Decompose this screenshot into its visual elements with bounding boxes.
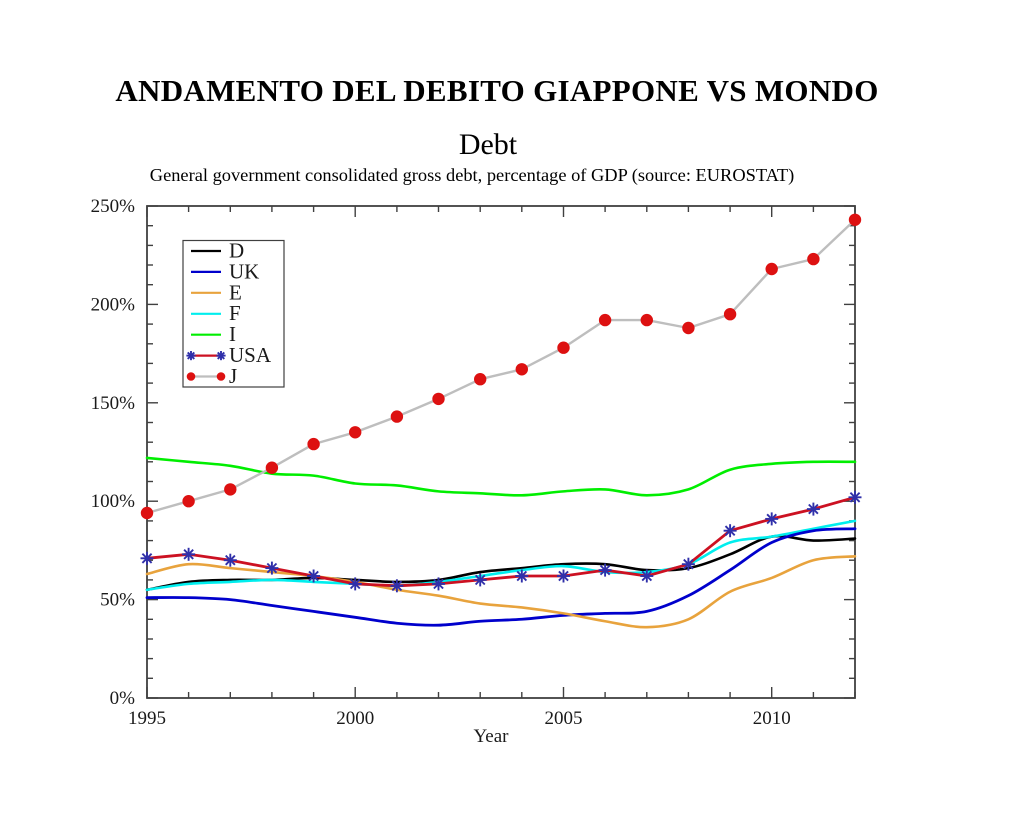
svg-text:1995: 1995 — [128, 708, 166, 729]
svg-text:2000: 2000 — [336, 708, 374, 729]
svg-text:Year: Year — [473, 726, 509, 747]
svg-text:100%: 100% — [91, 491, 136, 512]
svg-text:200%: 200% — [91, 294, 136, 315]
svg-text:2005: 2005 — [545, 708, 583, 729]
svg-text:2010: 2010 — [753, 708, 791, 729]
svg-text:50%: 50% — [100, 590, 135, 611]
svg-text:0%: 0% — [110, 688, 136, 709]
svg-text:250%: 250% — [91, 196, 136, 217]
svg-text:150%: 150% — [91, 393, 136, 414]
svg-text:J: J — [229, 364, 237, 388]
